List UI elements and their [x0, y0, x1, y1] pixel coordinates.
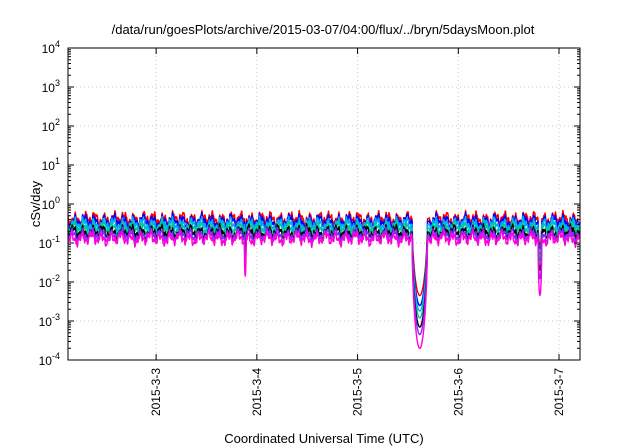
series-layer — [67, 209, 581, 349]
grid — [68, 48, 580, 360]
y-tick-label: 102 — [42, 117, 60, 134]
chart-title: /data/run/goesPlots/archive/2015-03-07/0… — [112, 22, 535, 37]
y-tick-label: 104 — [42, 39, 60, 56]
series-line — [67, 228, 581, 349]
y-tick-label: 101 — [42, 156, 60, 173]
x-tick-label: 2015-3-7 — [552, 368, 566, 416]
x-tick-labels: 2015-3-3 2015-3-4 2015-3-5 2015-3-6 2015-3-7 — [149, 368, 566, 416]
x-tick-label: 2015-3-6 — [451, 368, 465, 416]
series-line — [67, 209, 581, 297]
y-tick-label: 10-3 — [39, 312, 60, 329]
y-tick-labels: 10-4 10-3 10-2 10-1 100 101 102 103 104 — [39, 39, 60, 368]
ticks — [68, 47, 580, 361]
x-tick-label: 2015-3-5 — [351, 368, 365, 416]
y-tick-label: 103 — [42, 78, 60, 95]
x-tick-label: 2015-3-4 — [250, 368, 264, 416]
x-axis-label: Coordinated Universal Time (UTC) — [224, 431, 423, 446]
y-tick-label: 10-4 — [39, 351, 60, 368]
y-tick-label: 100 — [42, 195, 60, 212]
y-tick-label: 10-2 — [39, 273, 60, 290]
series-line — [67, 215, 581, 312]
x-tick-label: 2015-3-3 — [149, 368, 163, 416]
series-line — [67, 211, 581, 307]
y-axis-label: cSv/day — [28, 180, 43, 227]
y-tick-label: 10-1 — [39, 234, 60, 251]
